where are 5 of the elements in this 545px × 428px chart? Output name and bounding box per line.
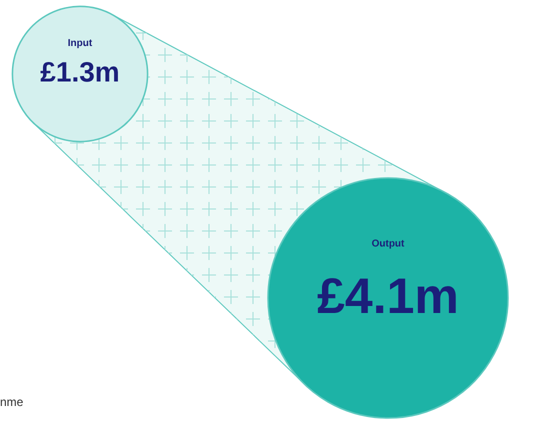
category-label: Input — [68, 38, 93, 50]
data-label: £4.1m — [317, 268, 459, 324]
data-label: £1.3m — [40, 56, 120, 88]
text: nme — [0, 395, 24, 409]
category-label: Output — [372, 238, 406, 250]
